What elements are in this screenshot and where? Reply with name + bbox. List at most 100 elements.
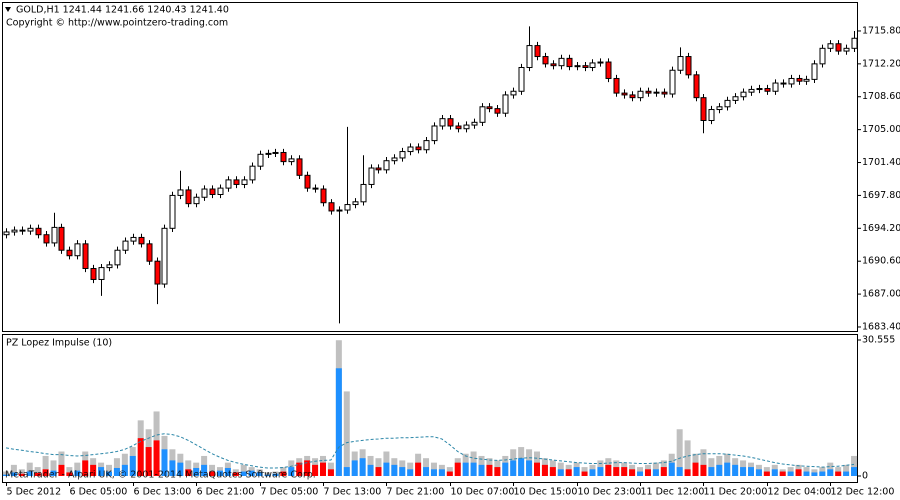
candle-body (796, 77, 803, 82)
impulse-bar (763, 471, 770, 476)
candle-body (764, 88, 771, 92)
candle-body (106, 264, 113, 269)
candle-body (312, 187, 319, 190)
candle-body (352, 201, 359, 206)
impulse-bar (66, 472, 73, 476)
candle-body (344, 204, 351, 211)
candle-body (43, 234, 50, 244)
y-tick-label: 1683.40 (862, 321, 900, 332)
x-tick-label: 11 Dec 12:00 (641, 487, 705, 498)
y-tick-label: 1701.40 (862, 157, 900, 168)
impulse-bar (359, 458, 366, 476)
impulse-bar (280, 471, 287, 476)
candle-body (463, 124, 470, 130)
impulse-bar (58, 451, 65, 476)
x-tick-label: 7 Dec 05:00 (261, 487, 319, 498)
impulse-bar (819, 471, 826, 476)
x-tick-label: 11 Dec 20:00 (704, 487, 768, 498)
candle-body (851, 37, 858, 49)
impulse-bar (248, 470, 255, 476)
impulse-bar (232, 472, 239, 476)
candle-body (732, 96, 739, 101)
candle-body (653, 91, 660, 94)
impulse-bar (700, 449, 707, 476)
x-tick-label: 10 Dec 07:00 (451, 487, 515, 498)
impulse-bar (153, 440, 160, 476)
candle-body (589, 62, 596, 69)
candle-body (122, 240, 129, 251)
impulse-bar (264, 474, 271, 476)
indicator-panel (2, 334, 858, 483)
impulse-bar (224, 467, 231, 476)
impulse-bar (518, 458, 525, 476)
impulse-bar (264, 472, 271, 476)
impulse-bar (621, 467, 628, 476)
impulse-bar (692, 462, 699, 476)
candle-body (550, 63, 557, 67)
candle-body (193, 196, 200, 205)
candle-body (161, 227, 168, 285)
impulse-bar (605, 464, 612, 476)
impulse-bar (835, 471, 842, 476)
y-tick-label: 1708.60 (862, 91, 900, 102)
copyright: Copyright © http://www.pointzero-trading… (6, 18, 228, 29)
candle-body (455, 125, 462, 130)
impulse-bar (486, 464, 493, 476)
marks: 1683.40 1687.00 1690.60 1694.20 1697.80 1701.… (2, 25, 900, 498)
candle-body (272, 151, 279, 154)
collapse-arrow[interactable] (5, 7, 11, 12)
impulse-bar (597, 467, 604, 476)
impulse-bar (787, 471, 794, 476)
impulse-bar (335, 368, 342, 476)
candle-body (756, 88, 763, 91)
impulse-bar (843, 464, 850, 476)
impulse-bar (510, 460, 517, 476)
impulse-bar (98, 467, 105, 476)
candle-body (534, 45, 541, 58)
indicator-title: PZ Lopez Impulse (10) (6, 338, 112, 349)
impulse-bar (10, 472, 17, 476)
impulse-bar (438, 469, 445, 476)
impulse-bar (470, 462, 477, 476)
impulse-bar (256, 472, 263, 476)
candle-body (835, 43, 842, 52)
impulse-bar (740, 467, 747, 476)
candle-body (748, 88, 755, 93)
impulse-bar (549, 467, 556, 476)
impulse-bar (676, 467, 683, 476)
y-tick-label: 1694.20 (862, 223, 900, 234)
candle-body (613, 77, 620, 94)
impulse-bar (312, 464, 319, 476)
impulse-bar (367, 464, 374, 476)
candle-body (693, 74, 700, 99)
impulse-bar (288, 467, 295, 476)
candle-body (146, 243, 153, 262)
impulse-bar (827, 469, 834, 476)
candle-body (629, 94, 636, 99)
candle-body (788, 77, 795, 85)
impulse-bar (581, 471, 588, 476)
candle-body (677, 56, 684, 71)
candle-body (526, 45, 533, 69)
candle-body (407, 146, 414, 153)
impulse-bar (375, 467, 382, 476)
x-tick-label: 5 Dec 2012 (7, 487, 62, 498)
impulse-bar (668, 462, 675, 476)
candle-body (700, 97, 707, 121)
impulse-bar (327, 469, 334, 476)
impulse-bar (629, 469, 636, 476)
impulse-bar (42, 469, 49, 476)
impulse-bar (145, 447, 152, 476)
impulse-bar (209, 471, 216, 476)
candle-body (217, 187, 224, 196)
candle-body (185, 189, 192, 205)
candle-body (772, 82, 779, 92)
impulse-bar (644, 469, 651, 476)
candle-body (296, 158, 303, 176)
impulse-bar (26, 471, 33, 476)
impulse-bar (193, 467, 200, 476)
impulse-bar (320, 462, 326, 476)
candle-body (241, 179, 248, 185)
impulse-bar (66, 467, 73, 476)
